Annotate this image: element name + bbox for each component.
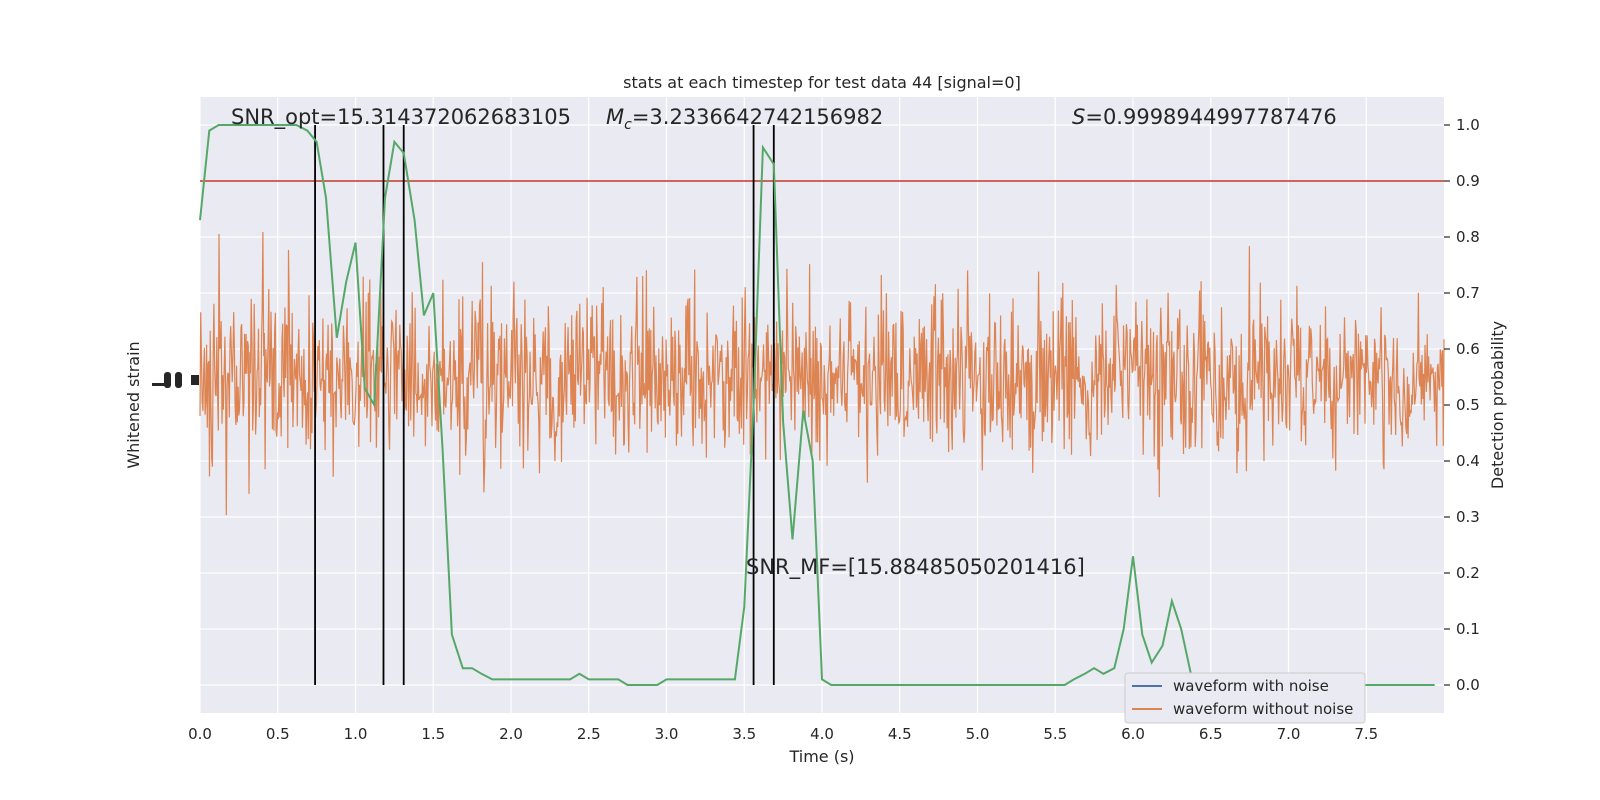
- x-tick-label-11: 5.5: [1043, 725, 1067, 743]
- s-annotation: S=0.9998944997787476: [1072, 105, 1337, 129]
- x-axis-ticks: 0.0 0.5 1.0 1.5 2.0 2.5 3.0 3.5 4.0 4.5 5.0 5.5 6.0 6…: [188, 725, 1378, 743]
- x-tick-label-12: 6.0: [1121, 725, 1145, 743]
- right-axis-label: Detection probability: [1488, 321, 1507, 489]
- x-tick-label-9: 4.5: [888, 725, 912, 743]
- x-tick-label-15: 7.5: [1354, 725, 1378, 743]
- right-axis-ticks: 0.0 0.1 0.2 0.3 0.4 0.5 0.6 0.7 0.8 0.9 1.0: [1444, 116, 1480, 694]
- left-axis-label: Whitened strain: [124, 341, 143, 468]
- x-tick-label-14: 7.0: [1277, 725, 1301, 743]
- y-tick-label-2: 0.2: [1456, 564, 1480, 582]
- x-tick-label-0: 0.0: [188, 725, 212, 743]
- waveform-without-noise-line: [199, 231, 1445, 516]
- x-tick-label-2: 1.0: [344, 725, 368, 743]
- y-tick-label-9: 0.9: [1456, 172, 1480, 190]
- chart-title: stats at each timestep for test data 44 …: [623, 73, 1021, 92]
- y-tick-label-4: 0.4: [1456, 452, 1480, 470]
- x-axis-label: Time (s): [788, 747, 854, 766]
- legend-box: [1124, 672, 1366, 724]
- y-tick-label-8: 0.8: [1456, 228, 1480, 246]
- x-tick-label-5: 2.5: [577, 725, 601, 743]
- x-tick-label-8: 4.0: [810, 725, 834, 743]
- chirp-mass-annotation: Mc=3.2336642742156982: [606, 105, 883, 133]
- left-axis-collapsed-ticks: [152, 372, 199, 388]
- x-tick-label-4: 2.0: [499, 725, 523, 743]
- snr-opt-annotation: SNR_opt=15.314372062683105: [231, 105, 571, 130]
- y-tick-label-10: 1.0: [1456, 116, 1480, 134]
- x-tick-label-6: 3.0: [655, 725, 679, 743]
- y-tick-label-6: 0.6: [1456, 340, 1480, 358]
- x-tick-label-13: 6.5: [1199, 725, 1223, 743]
- snr-mf-annotation: SNR_MF=[15.88485050201416]: [746, 555, 1085, 580]
- y-tick-label-1: 0.1: [1456, 620, 1480, 638]
- legend-label-without-noise: waveform without noise: [1173, 700, 1353, 718]
- y-tick-label-7: 0.7: [1456, 284, 1480, 302]
- x-tick-label-10: 5.0: [966, 725, 990, 743]
- y-tick-label-3: 0.3: [1456, 508, 1480, 526]
- strain-trace: [199, 231, 1445, 516]
- y-tick-label-5: 0.5: [1456, 396, 1480, 414]
- x-tick-label-1: 0.5: [266, 725, 290, 743]
- y-tick-label-0: 0.0: [1456, 676, 1480, 694]
- legend: waveform with noise waveform without noi…: [1124, 672, 1366, 724]
- x-tick-label-3: 1.5: [421, 725, 445, 743]
- x-tick-label-7: 3.5: [732, 725, 756, 743]
- legend-label-with-noise: waveform with noise: [1173, 677, 1329, 695]
